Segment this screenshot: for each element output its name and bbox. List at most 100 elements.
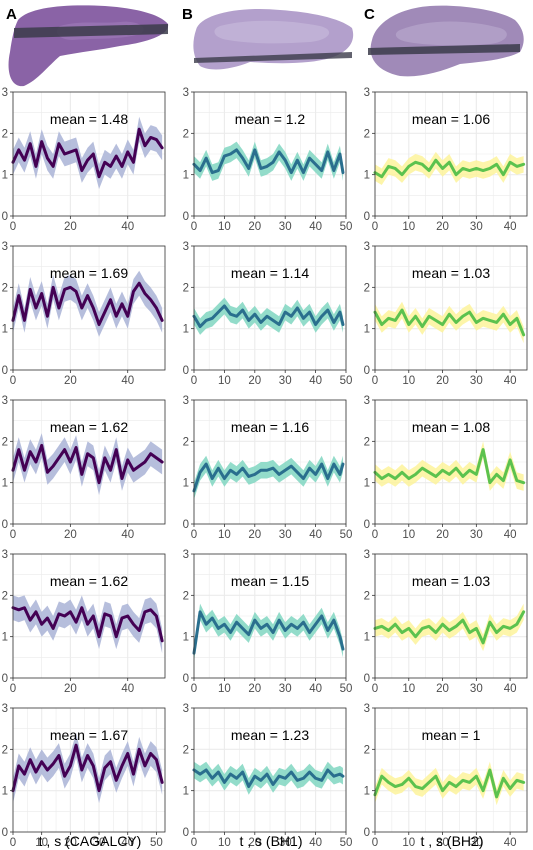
panel-b3-xtick-label: 30 — [279, 529, 292, 541]
panel-c1-xtick-label: 30 — [470, 221, 483, 233]
panel-c2-ytick-label: 1 — [364, 324, 370, 336]
panel-b3-ytick-label: 0 — [183, 519, 189, 531]
panel-b4-xtick-label: 40 — [309, 683, 322, 695]
panel-a3-confidence-band — [13, 433, 163, 496]
panel-b4-border — [193, 553, 347, 679]
panel-c4-xtick-label: 40 — [504, 683, 517, 695]
panel-b5-xtick-label: 40 — [309, 837, 322, 849]
panel-b4-xtick-label: 0 — [191, 683, 197, 695]
x-axis-title-c: t , s (BH2) — [420, 833, 483, 849]
panel-a5-xtick-label: 30 — [93, 837, 106, 849]
panel-b5-mean-label: mean = 1.23 — [231, 727, 309, 743]
panel-a5-xtick-label: 10 — [35, 837, 48, 849]
panel-c4-ytick-label: 2 — [364, 590, 370, 602]
panel-c5-border — [374, 707, 528, 833]
panel-c2-xtick-label: 0 — [372, 375, 378, 387]
panel-c3-ytick-label: 2 — [364, 436, 370, 448]
panel-c3-border — [374, 399, 528, 525]
panel-a1-border — [12, 91, 166, 217]
panel-a3-border — [12, 399, 166, 525]
panel-b1-xtick-label: 20 — [248, 221, 261, 233]
panel-b5-ytick-label: 1 — [183, 786, 189, 798]
panel-c3-xtick-label: 0 — [372, 529, 378, 541]
panel-a3-ytick-label: 3 — [2, 395, 8, 407]
panel-b4-confidence-band — [194, 603, 343, 662]
panel-b3-confidence-band — [194, 455, 343, 500]
panel-a1-ytick-label: 2 — [2, 128, 8, 140]
panel-c4-ytick-label: 0 — [364, 673, 370, 685]
panel-b5-xtick-label: 20 — [248, 837, 261, 849]
panel-b1-xtick-label: 50 — [340, 221, 353, 233]
panel-c5-ytick-label: 3 — [364, 703, 370, 715]
panel-b2-xtick-label: 40 — [309, 375, 322, 387]
panel-a3: 0 1 2 3 0 20 40 mean = 1.62 — [2, 395, 166, 541]
panel-a2-xtick-label: 0 — [10, 375, 16, 387]
panel-b3-xtick-label: 0 — [191, 529, 197, 541]
panel-b1-mean-label: mean = 1.2 — [235, 111, 306, 127]
x-axis-title-a: t , s (CAGALCY) — [39, 833, 142, 849]
panel-a3-xtick-label: 0 — [10, 529, 16, 541]
panel-c4-xtick-label: 0 — [372, 683, 378, 695]
panel-c5-ytick-label: 1 — [364, 786, 370, 798]
panel-a1-series-line — [11, 127, 164, 179]
panel-b4-ytick-label: 3 — [183, 549, 189, 561]
panel-b4-xtick-label: 20 — [248, 683, 261, 695]
panel-b2-xtick-label: 30 — [279, 375, 292, 387]
panel-a4-xtick-label: 20 — [64, 683, 77, 695]
panel-letter-a: A — [6, 6, 17, 23]
panel-a2-ytick-label: 1 — [2, 324, 8, 336]
x-axis-title-b: t , s (BH1) — [239, 833, 302, 849]
tissue-image-c — [368, 5, 524, 77]
panel-c1-xtick-label: 20 — [436, 221, 449, 233]
panel-b1-xtick-label: 30 — [279, 221, 292, 233]
panel-a1: 0 1 2 3 0 20 40 mean = 1.48 — [2, 87, 166, 233]
panel-a2-xtick-label: 40 — [121, 375, 134, 387]
panel-letter-b: B — [182, 6, 193, 23]
panel-b1-ytick-label: 1 — [183, 170, 189, 182]
panel-b3-mean-label: mean = 1.16 — [231, 419, 309, 435]
panel-b4-xtick-label: 10 — [218, 683, 231, 695]
panel-a3-ytick-label: 2 — [2, 436, 8, 448]
panel-b5-series-line — [192, 768, 345, 789]
panel-c2-mean-label: mean = 1.03 — [412, 265, 490, 281]
panel-c2-xtick-label: 10 — [402, 375, 415, 387]
panel-a4-xtick-label: 0 — [10, 683, 16, 695]
panel-c3-ytick-label: 3 — [364, 395, 370, 407]
panel-b2-xtick-label: 0 — [191, 375, 197, 387]
panel-b1-ytick-label: 0 — [183, 211, 189, 223]
panel-c4-border — [374, 553, 528, 679]
panel-a2-ytick-label: 2 — [2, 282, 8, 294]
panel-a5-xtick-label: 40 — [121, 837, 134, 849]
panel-b2-ytick-label: 1 — [183, 324, 189, 336]
panel-c2-series-line — [373, 308, 526, 337]
panel-b4-series-line — [192, 610, 345, 655]
panel-b1-confidence-band — [194, 141, 343, 181]
panel-c4-ytick-label: 1 — [364, 632, 370, 644]
panel-b4-ytick-label: 2 — [183, 590, 189, 602]
panel-b3-ytick-label: 1 — [183, 478, 189, 490]
panel-b3-xtick-label: 50 — [340, 529, 353, 541]
panel-c1-xtick-label: 10 — [402, 221, 415, 233]
panel-a1-ytick-label: 0 — [2, 211, 8, 223]
panel-c3-series-line — [373, 448, 526, 485]
panel-a4-border — [12, 553, 166, 679]
panel-b3-ytick-label: 3 — [183, 395, 189, 407]
panel-letter-c: C — [364, 6, 375, 23]
panel-b2-ytick-label: 0 — [183, 365, 189, 377]
panel-a4-ytick-label: 2 — [2, 590, 8, 602]
panel-a3-mean-label: mean = 1.62 — [50, 419, 128, 435]
panel-c1-series-line — [373, 158, 526, 179]
panel-b3-xtick-label: 20 — [248, 529, 261, 541]
panel-c1-border — [374, 91, 528, 217]
panel-a4-mean-label: mean = 1.62 — [50, 573, 128, 589]
panel-b4-ytick-label: 1 — [183, 632, 189, 644]
panel-a4-ytick-label: 1 — [2, 632, 8, 644]
panel-c1-ytick-label: 2 — [364, 128, 370, 140]
